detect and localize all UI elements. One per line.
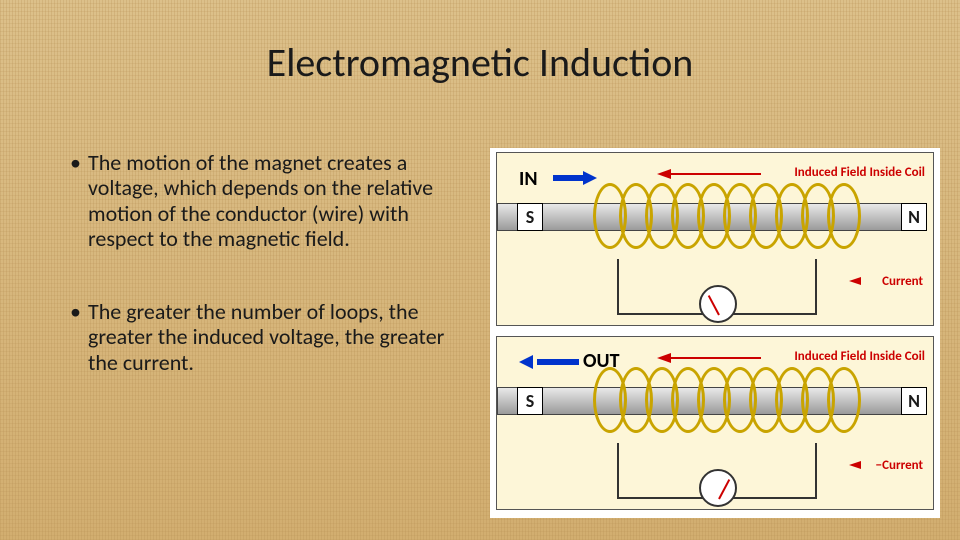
diagram: S N Induced Field Inside Coil IN Current S N In… xyxy=(490,148,940,518)
meter-needle xyxy=(718,479,730,499)
arrow-out-icon xyxy=(519,355,579,369)
direction-label: OUT xyxy=(583,349,619,373)
bullet-list: • The motion of the magnet creates a vol… xyxy=(70,150,470,423)
field-arrow-line xyxy=(671,357,761,359)
meter-needle xyxy=(708,295,720,315)
direction-label: IN xyxy=(519,167,538,191)
current-arrow-icon xyxy=(849,277,861,285)
bullet-marker: • xyxy=(70,299,88,375)
coil-panel-out: S N Induced Field Inside Coil OUT −Current xyxy=(496,336,934,510)
pole-n: N xyxy=(901,387,927,415)
field-arrow-icon xyxy=(657,353,671,363)
bullet-text: The motion of the magnet creates a volta… xyxy=(88,150,470,251)
slide-title: Electromagnetic Induction xyxy=(0,38,960,87)
bullet-item: • The motion of the magnet creates a vol… xyxy=(70,150,470,251)
galvanometer-icon xyxy=(699,285,737,323)
bullet-marker: • xyxy=(70,150,88,251)
coil-loop xyxy=(827,367,861,433)
field-arrow-line xyxy=(671,173,761,175)
galvanometer-icon xyxy=(699,469,737,507)
field-label: Induced Field Inside Coil xyxy=(794,349,925,364)
arrow-in-icon xyxy=(553,171,597,185)
current-label: Current xyxy=(882,274,923,289)
field-label: Induced Field Inside Coil xyxy=(794,165,925,180)
coil-loop xyxy=(827,183,861,249)
current-arrow-icon xyxy=(849,461,861,469)
current-label: −Current xyxy=(876,458,923,473)
coil-panel-in: S N Induced Field Inside Coil IN Current xyxy=(496,152,934,326)
bullet-item: • The greater the number of loops, the g… xyxy=(70,299,470,375)
bullet-text: The greater the number of loops, the gre… xyxy=(88,299,470,375)
pole-n: N xyxy=(901,203,927,231)
pole-s: S xyxy=(517,387,543,415)
slide: Electromagnetic Induction • The motion o… xyxy=(0,0,960,540)
pole-s: S xyxy=(517,203,543,231)
field-arrow-icon xyxy=(657,169,671,179)
